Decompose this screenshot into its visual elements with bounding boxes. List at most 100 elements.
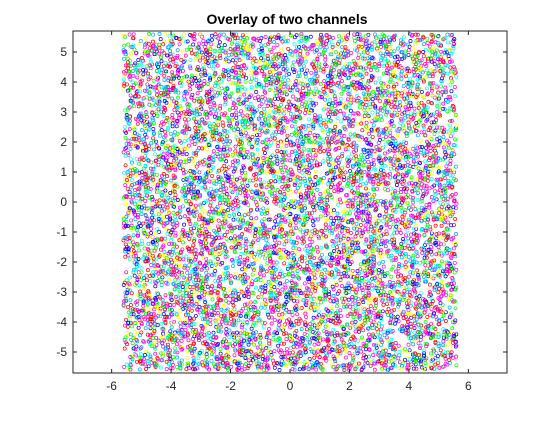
data-point xyxy=(402,35,406,40)
data-point xyxy=(408,287,413,292)
data-point xyxy=(245,90,250,95)
data-point xyxy=(123,163,128,168)
data-point xyxy=(433,114,438,119)
data-point xyxy=(128,332,133,337)
data-point xyxy=(270,193,275,198)
data-point xyxy=(359,349,364,354)
data-point xyxy=(422,42,426,47)
data-point xyxy=(272,349,277,354)
data-point xyxy=(294,319,299,324)
data-point xyxy=(267,116,272,120)
data-point xyxy=(162,73,167,78)
data-point xyxy=(281,75,286,80)
data-point xyxy=(220,166,225,171)
data-point xyxy=(128,303,133,307)
data-point xyxy=(158,163,163,167)
data-point xyxy=(360,43,365,47)
data-point xyxy=(373,105,378,110)
data-point xyxy=(147,32,152,36)
data-point xyxy=(453,306,458,311)
data-point xyxy=(417,208,421,213)
data-point xyxy=(326,107,331,112)
data-point xyxy=(163,32,168,37)
data-point xyxy=(210,297,215,302)
data-point xyxy=(123,290,128,295)
data-point xyxy=(193,163,198,168)
data-point xyxy=(385,59,390,64)
data-point xyxy=(385,173,390,178)
data-point xyxy=(404,99,409,104)
data-point xyxy=(222,163,227,168)
data-point xyxy=(449,281,454,286)
data-point xyxy=(249,85,254,90)
data-point xyxy=(394,82,399,87)
data-point xyxy=(208,104,213,109)
data-point xyxy=(133,173,138,178)
data-point xyxy=(389,267,394,272)
data-point xyxy=(331,243,335,248)
data-point xyxy=(393,297,398,302)
data-point xyxy=(445,40,450,45)
data-point xyxy=(175,131,180,136)
data-point xyxy=(429,137,434,141)
data-point xyxy=(415,191,420,195)
data-point xyxy=(123,135,128,140)
data-point xyxy=(378,99,383,104)
data-point xyxy=(209,358,214,363)
data-point xyxy=(209,33,214,38)
data-point xyxy=(239,215,244,220)
data-point xyxy=(219,79,224,84)
data-point xyxy=(277,179,282,184)
data-point xyxy=(408,270,413,275)
data-point xyxy=(421,259,426,264)
data-point xyxy=(162,97,167,102)
data-point xyxy=(414,366,419,371)
data-point xyxy=(171,302,176,307)
data-point xyxy=(127,127,132,132)
data-point xyxy=(381,264,386,269)
data-point xyxy=(307,109,312,114)
data-point xyxy=(230,174,235,179)
data-point xyxy=(402,128,407,133)
data-point xyxy=(125,151,130,156)
data-point xyxy=(330,42,335,47)
data-point xyxy=(377,76,382,81)
data-point xyxy=(316,347,320,352)
data-point xyxy=(306,147,311,152)
data-point xyxy=(309,70,314,75)
data-point xyxy=(259,211,264,216)
data-point xyxy=(292,70,297,74)
data-point xyxy=(186,338,191,343)
data-point xyxy=(282,192,287,196)
data-point xyxy=(218,242,223,247)
data-point xyxy=(149,226,154,231)
data-point xyxy=(199,72,204,77)
data-point xyxy=(187,236,192,241)
data-point xyxy=(282,150,286,155)
data-point xyxy=(285,133,290,138)
data-point xyxy=(191,342,196,346)
data-point xyxy=(423,320,428,325)
data-point xyxy=(234,32,239,37)
data-point xyxy=(319,123,324,128)
data-point xyxy=(290,124,295,129)
data-point xyxy=(214,123,219,128)
data-point xyxy=(175,251,179,256)
data-point xyxy=(440,317,444,322)
data-point xyxy=(440,125,445,130)
data-point xyxy=(371,162,376,167)
data-point xyxy=(322,278,327,283)
data-point xyxy=(360,128,365,133)
data-point xyxy=(124,278,129,283)
data-point xyxy=(195,299,200,304)
data-point xyxy=(360,49,365,54)
data-point xyxy=(396,170,401,175)
data-point xyxy=(297,284,302,289)
data-point xyxy=(355,201,360,206)
data-point xyxy=(234,105,239,110)
data-point xyxy=(365,50,370,55)
data-point xyxy=(124,52,128,57)
data-point xyxy=(305,68,310,73)
data-point xyxy=(137,157,142,162)
data-point xyxy=(143,129,148,134)
